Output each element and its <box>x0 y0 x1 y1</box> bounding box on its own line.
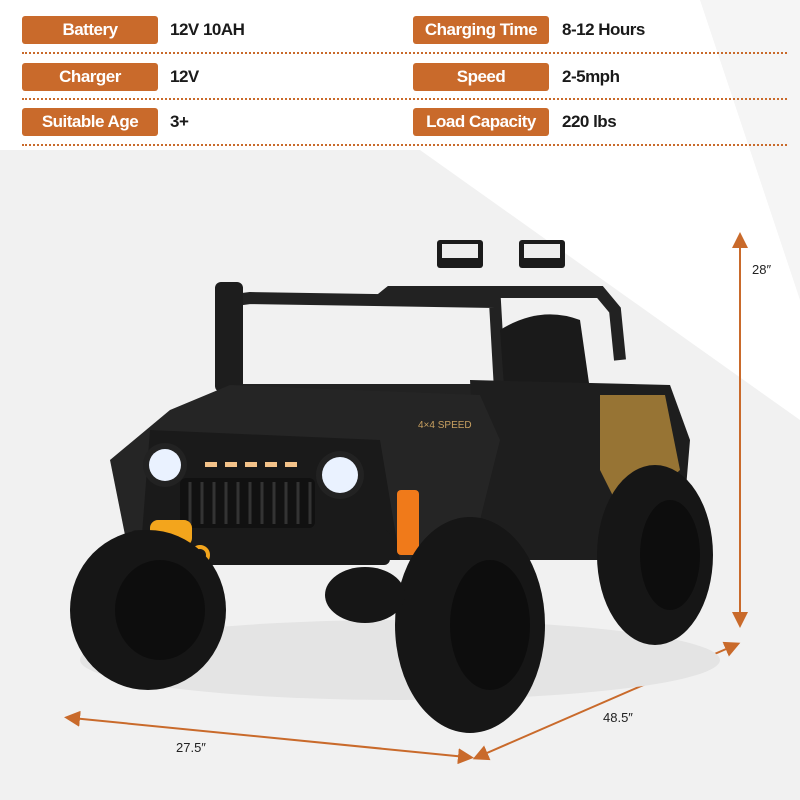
spec-value-suitable-age: 3+ <box>170 112 189 131</box>
divider <box>22 52 787 54</box>
spec-label-battery: Battery <box>22 16 158 44</box>
width-arrow <box>64 710 474 765</box>
spec-value-charging-time: 8-12 Hours <box>562 20 645 39</box>
spec-label-charger: Charger <box>22 63 158 91</box>
wheel-front-right <box>395 517 545 733</box>
spec-value-speed: 2-5mph <box>562 67 620 86</box>
divider <box>22 144 787 146</box>
length-dimension-label: 48.5″ <box>603 710 633 725</box>
height-dimension-label: 28″ <box>752 262 772 277</box>
wheel-rear-right <box>597 465 713 645</box>
wheel-front-left <box>70 530 226 690</box>
spec-value-charger: 12V <box>170 67 199 86</box>
spec-value-battery: 12V 10AH <box>170 20 245 39</box>
spec-label-load-capacity: Load Capacity <box>413 108 549 136</box>
spec-label-charging-time: Charging Time <box>413 16 549 44</box>
width-dimension-label: 27.5″ <box>176 740 206 755</box>
divider <box>22 98 787 100</box>
badge-text: 4×4 SPEED <box>418 420 472 431</box>
spec-label-suitable-age: Suitable Age <box>22 108 158 136</box>
spec-label-speed: Speed <box>413 63 549 91</box>
spec-value-load-capacity: 220 lbs <box>562 112 617 131</box>
